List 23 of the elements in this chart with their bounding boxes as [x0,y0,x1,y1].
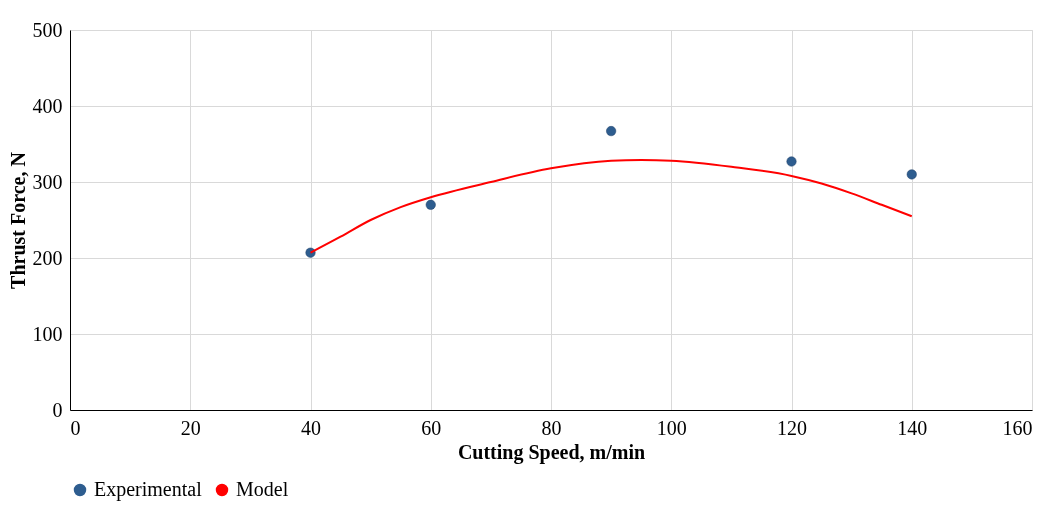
x-tick-label: 0 [70,416,81,439]
y-tick-label: 400 [32,94,63,117]
x-tick-label: 20 [180,416,201,439]
point [786,156,797,167]
y-tick-label: 300 [32,170,63,193]
y-axis-title: Thrust Force, N [6,151,29,289]
x-tick-label: 160 [1002,416,1033,439]
x-tick-label: 60 [421,416,442,439]
point [906,169,917,180]
x-tick-label: 140 [897,416,928,439]
point [425,199,436,210]
y-tick-label: 200 [32,246,63,269]
y-tick-label: 100 [32,322,63,345]
x-tick-label: 100 [656,416,687,439]
x-tick-label: 120 [777,416,807,439]
y-tick-label: 500 [32,18,63,41]
legend-label: Experimental [94,478,203,501]
legend-label: Model [236,478,289,500]
x-tick-label: 80 [541,416,562,439]
x-axis-title: Cutting Speed, m/min [457,440,646,464]
y-tick-label: 0 [52,398,63,421]
x-tick-label: 40 [301,416,321,439]
point [606,126,617,137]
